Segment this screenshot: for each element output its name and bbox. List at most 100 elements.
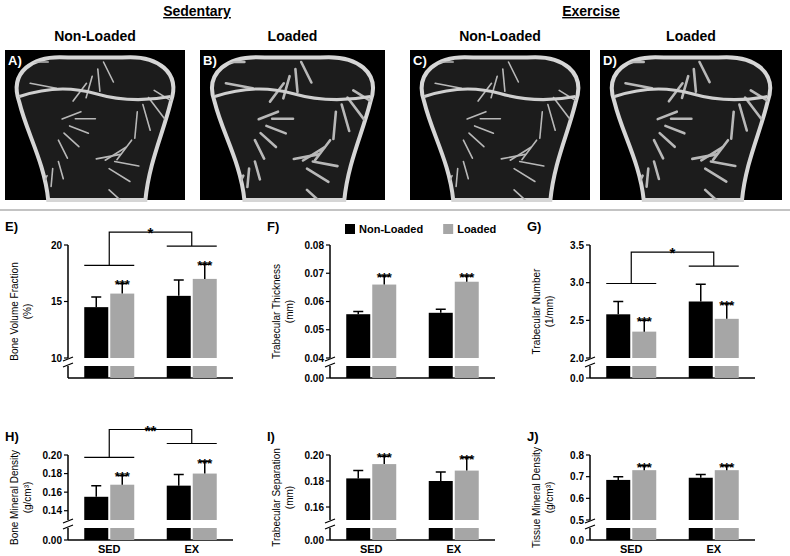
trabecula	[58, 162, 63, 179]
bars-lower	[346, 528, 479, 540]
trabecula	[247, 169, 249, 187]
trabeculae	[424, 62, 582, 205]
bar	[429, 481, 453, 520]
trabecula	[647, 169, 649, 187]
trabecula	[660, 133, 675, 147]
trabecula	[261, 133, 276, 147]
trabecula	[109, 190, 126, 205]
y-tick-label: 20	[51, 240, 63, 251]
y-tick	[326, 273, 330, 274]
trabecula	[226, 61, 245, 64]
trabecula	[30, 83, 56, 88]
y-axis-stub	[329, 528, 331, 540]
bar	[689, 478, 713, 520]
trabecula	[623, 183, 637, 195]
bracket-significance: *	[148, 224, 154, 241]
y-tick	[586, 454, 590, 455]
growth-plate	[215, 89, 370, 100]
bars-upper	[606, 284, 739, 358]
y-axis	[589, 455, 591, 520]
trabecula	[548, 105, 555, 131]
bone-image	[600, 50, 782, 205]
bars-lower	[84, 366, 217, 378]
image-title: Non-Loaded	[459, 28, 541, 44]
y-tick	[586, 282, 590, 283]
error-bar	[174, 280, 184, 296]
y-tick	[326, 539, 330, 540]
trabecula	[713, 140, 728, 160]
trabecula	[51, 169, 53, 187]
trabecula	[342, 105, 350, 131]
bar	[84, 497, 108, 520]
trabecula	[731, 112, 734, 139]
bar-stub	[632, 528, 656, 540]
trabecula	[313, 162, 338, 167]
y-tick	[326, 480, 330, 481]
error-bar	[613, 302, 623, 315]
trabecula	[626, 61, 644, 64]
trabecula	[235, 176, 243, 193]
bone-outline	[422, 57, 579, 200]
growth-plate	[424, 89, 575, 100]
y-tick	[326, 506, 330, 507]
growth-plate	[19, 89, 170, 100]
bar-stub	[606, 366, 630, 378]
axis-break	[585, 525, 595, 529]
significance: ***	[115, 469, 131, 484]
x-tick-label: SED	[98, 543, 121, 555]
y-tick-label: 0.0	[570, 535, 584, 546]
significance: ***	[459, 270, 475, 285]
error-bar	[91, 486, 101, 497]
y-axis-stub	[589, 366, 591, 378]
bar	[346, 314, 370, 358]
significance: ***	[377, 270, 393, 285]
trabecula	[467, 112, 486, 119]
legend-swatch	[443, 224, 453, 234]
trabecula	[435, 61, 453, 63]
group-title: Sedentary	[163, 3, 231, 19]
trabecula	[658, 112, 677, 119]
y-tick-label: 0.16	[305, 502, 325, 513]
error-bar	[613, 477, 623, 480]
bar-stub	[429, 366, 453, 378]
panel-label: E)	[5, 219, 18, 234]
figure: SedentaryNon-LoadedA)LoadedB)ExerciseNon…	[0, 0, 790, 556]
y-axis-label: (%)	[22, 304, 33, 320]
trabecula	[109, 169, 130, 182]
trabecula	[424, 190, 441, 197]
bracket-significance: **	[145, 422, 157, 439]
error-bar	[436, 472, 446, 481]
trabecula	[654, 162, 659, 180]
bar	[110, 485, 134, 520]
significance: ***	[377, 450, 393, 465]
panel-label: F)	[267, 219, 279, 234]
bar	[632, 470, 656, 520]
y-tick-label: 0.0	[570, 373, 584, 384]
trabecula	[626, 83, 653, 88]
trabecula	[255, 162, 260, 180]
chart: E)Bone Volume Fraction(%)101520*******	[5, 219, 233, 378]
bar-stub	[689, 528, 713, 540]
trabecula	[509, 62, 519, 82]
bar-stub	[84, 528, 108, 540]
y-tick-label: 0.5	[570, 515, 584, 526]
bars-lower	[606, 528, 739, 540]
y-tick-label: 3.0	[570, 277, 584, 288]
bar	[606, 314, 630, 358]
bar	[715, 319, 739, 358]
y-axis-label: (mm)	[284, 486, 295, 509]
y-tick-label: 0.20	[43, 450, 63, 461]
group-title: Exercise	[562, 3, 620, 19]
trabecula	[39, 176, 47, 192]
trabeculae	[214, 62, 376, 205]
bar-stub	[346, 366, 370, 378]
y-tick-label: 0.6	[570, 493, 584, 504]
trabecula	[115, 162, 139, 167]
panel-label: D)	[603, 53, 617, 68]
trabecula	[307, 190, 324, 205]
y-tick-label: 0.18	[305, 476, 325, 487]
error-bar	[91, 297, 101, 307]
trabecula	[540, 112, 543, 139]
trabecula	[614, 190, 631, 197]
bar-stub	[193, 366, 217, 378]
